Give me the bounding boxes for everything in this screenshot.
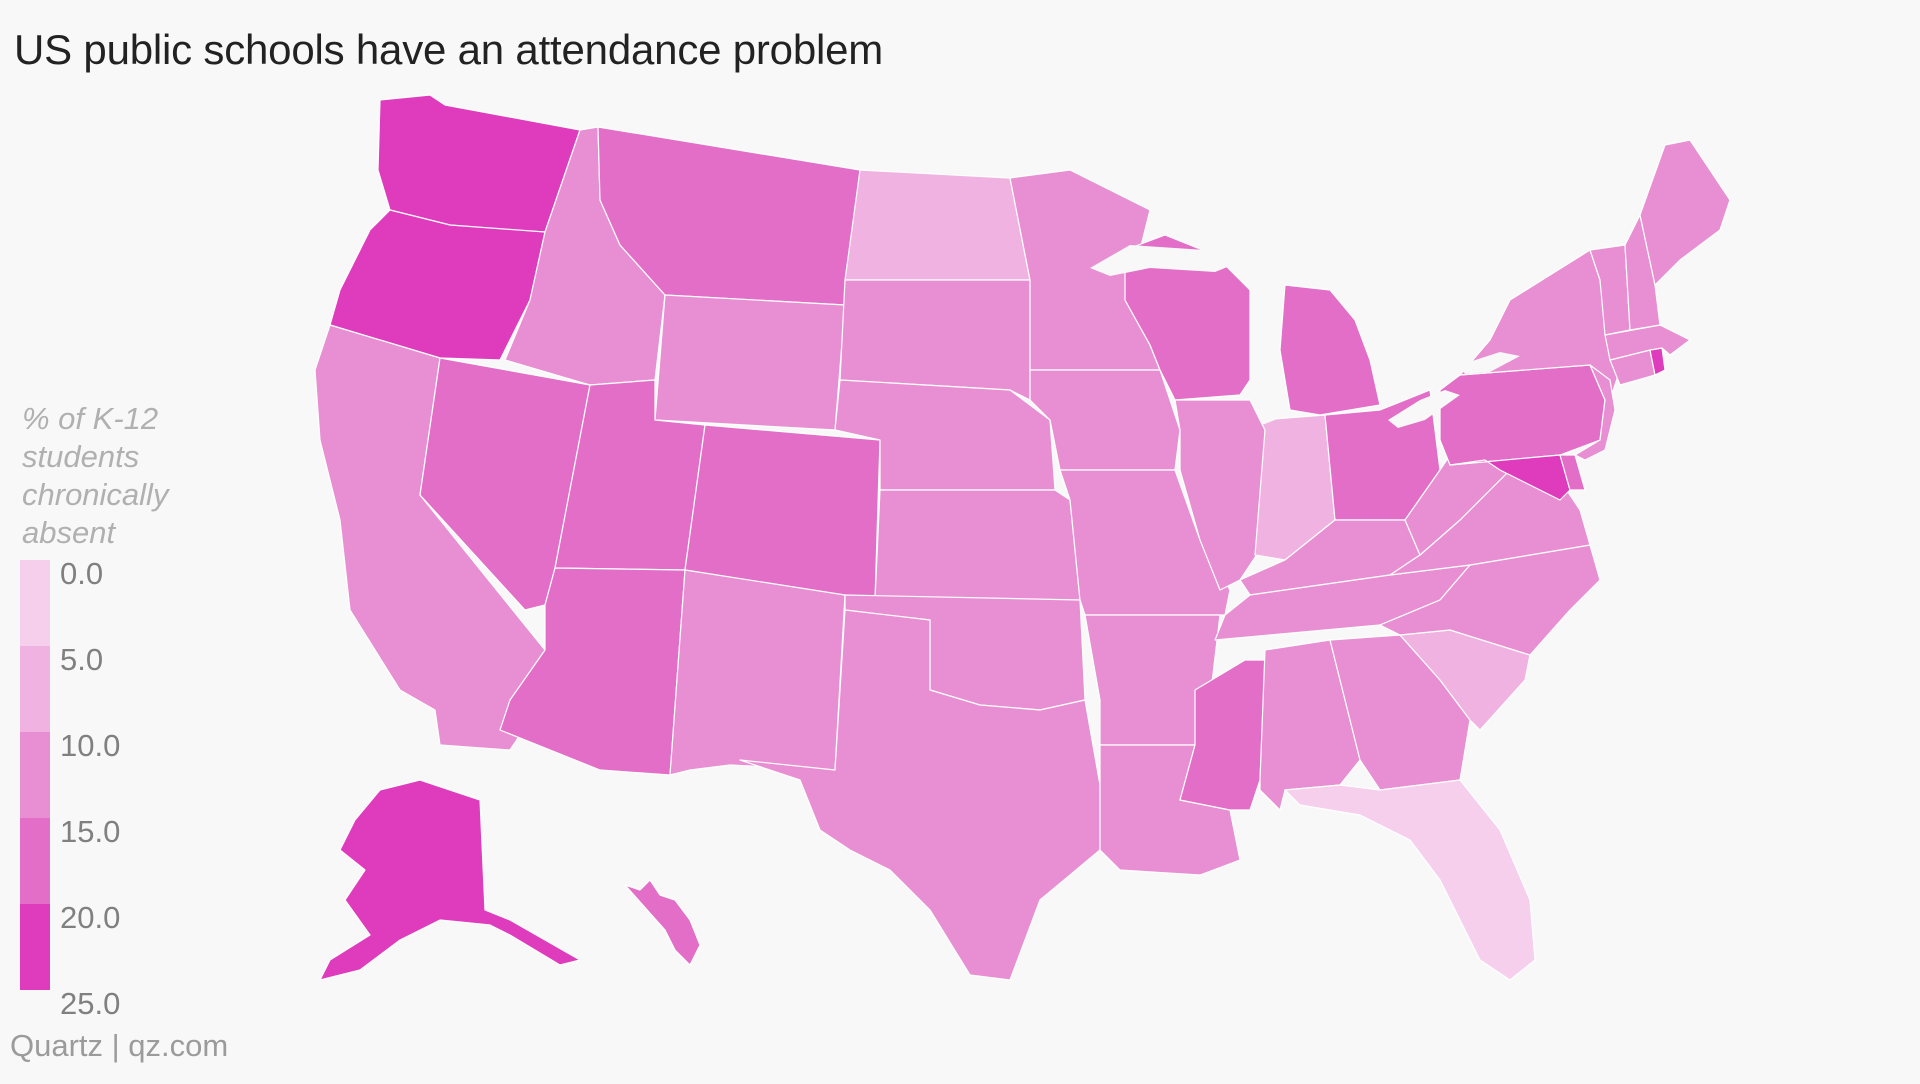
state-washington — [377, 94, 581, 233]
legend-tick-label: 25.0 — [60, 986, 121, 1021]
state-michigan — [1279, 284, 1381, 416]
chart-title: US public schools have an attendance pro… — [14, 26, 884, 73]
state-massachusetts — [1604, 324, 1691, 361]
legend-tick-label: 0.0 — [60, 556, 104, 591]
state-north-dakota — [844, 169, 1031, 281]
legend-swatch-4 — [20, 904, 50, 990]
legend-tick-label: 10.0 — [60, 728, 121, 763]
state-south-dakota — [839, 279, 1031, 401]
legend-swatch-0 — [20, 560, 50, 646]
legend-swatch-1 — [20, 646, 50, 732]
state-north-carolina — [1379, 544, 1601, 656]
legend-swatch-2 — [20, 732, 50, 818]
state-texas — [739, 609, 1101, 981]
state-new-jersey — [1574, 364, 1616, 461]
state-mississippi — [1179, 659, 1266, 811]
legend-tick-label: 5.0 — [60, 642, 104, 677]
state-colorado — [684, 424, 881, 601]
lake-huron — [1365, 320, 1415, 395]
state-kansas — [874, 489, 1081, 601]
state-california — [314, 324, 546, 751]
source-credit: Quartz | qz.com — [10, 1028, 229, 1063]
state-alaska — [319, 779, 581, 981]
lake-ontario — [1460, 352, 1520, 374]
state-maine — [1639, 139, 1731, 286]
lake-michigan — [1250, 285, 1275, 425]
states-group — [314, 94, 1731, 981]
lake-superior — [1090, 245, 1250, 276]
state-new-hampshire — [1624, 214, 1661, 331]
state-wyoming — [654, 294, 846, 431]
legend-tick-label: 20.0 — [60, 900, 121, 935]
state-delaware — [1559, 454, 1586, 491]
great-lakes — [1090, 245, 1520, 428]
legend-scale: 0.0 5.0 10.0 15.0 20.0 25.0 — [20, 558, 120, 1019]
legend-title: % of K-12 students chronically absent — [22, 401, 169, 550]
state-illinois — [1174, 399, 1266, 591]
state-oregon — [329, 209, 546, 361]
legend-swatch-3 — [20, 818, 50, 904]
state-new-mexico — [669, 569, 846, 776]
legend-tick-label: 15.0 — [60, 814, 121, 849]
state-wisconsin — [1124, 234, 1251, 401]
state-pennsylvania — [1439, 364, 1606, 466]
state-florida — [1284, 779, 1536, 981]
state-vermont — [1589, 244, 1631, 336]
lake-erie — [1388, 390, 1460, 428]
state-hawaii — [624, 879, 701, 966]
